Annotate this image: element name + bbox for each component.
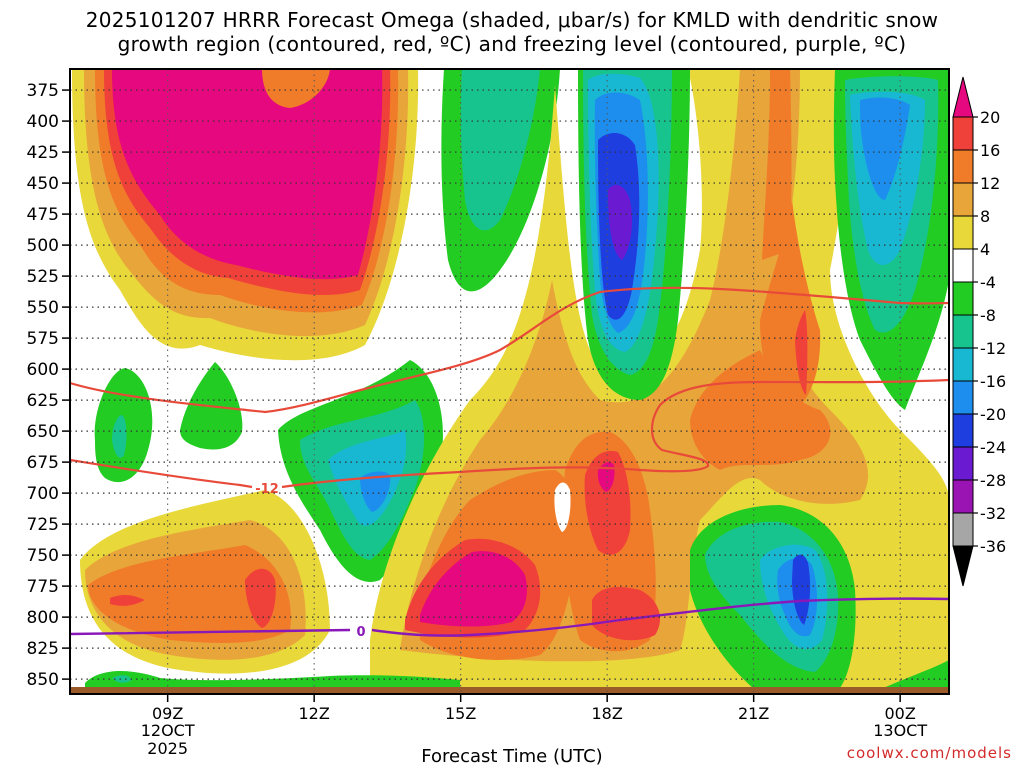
x-tick-date-label: 12OCT bbox=[141, 721, 195, 740]
omega-minimum-center-left bbox=[278, 360, 443, 582]
colorbar-label: 8 bbox=[980, 207, 990, 226]
y-tick-label: 675 bbox=[27, 453, 59, 473]
colorbar-bin bbox=[952, 281, 974, 316]
y-tick-label: 500 bbox=[27, 236, 59, 256]
y-tick-label: 375 bbox=[27, 81, 59, 101]
y-tick-label: 625 bbox=[27, 391, 59, 411]
colorbar-bin bbox=[952, 149, 974, 184]
credit-text: coolwx.com/models bbox=[846, 744, 1012, 762]
omega-minimum-00z-column bbox=[833, 69, 949, 410]
omega-minimum-left-1-core bbox=[112, 415, 127, 458]
colorbar-label: -4 bbox=[980, 273, 996, 292]
x-tick-label: 18Z bbox=[592, 704, 623, 723]
ground-surface bbox=[70, 687, 949, 694]
colorbar-bin bbox=[952, 512, 974, 547]
y-tick-label: 425 bbox=[27, 143, 59, 163]
colorbar-label: -24 bbox=[980, 438, 1006, 457]
pressure-axis: 375 400 425 450 475 500 525 550 575 600 625 650 675 7… bbox=[27, 81, 70, 690]
omega-shaded-field: -12 0 bbox=[70, 69, 949, 694]
x-tick-year-label: 2025 bbox=[147, 739, 188, 758]
y-tick-label: 550 bbox=[27, 298, 59, 318]
chart-title-line-1: 2025101207 HRRR Forecast Omega (shaded, … bbox=[85, 8, 939, 32]
y-tick-label: 400 bbox=[27, 112, 59, 132]
colorbar-label: -36 bbox=[980, 537, 1006, 556]
colorbar-bin bbox=[952, 413, 974, 448]
y-tick-label: 825 bbox=[27, 639, 59, 659]
x-axis-title: Forecast Time (UTC) bbox=[421, 746, 603, 767]
colorbar-label: 12 bbox=[980, 174, 1000, 193]
colorbar-bin bbox=[952, 380, 974, 415]
colorbar-bin bbox=[952, 116, 974, 151]
omega-minimum-18z-column bbox=[578, 69, 690, 400]
colorbar-label: -32 bbox=[980, 504, 1006, 523]
y-tick-label: 525 bbox=[27, 267, 59, 287]
y-tick-label: 450 bbox=[27, 174, 59, 194]
plot-frame bbox=[69, 68, 950, 695]
x-tick-label: 15Z bbox=[445, 704, 476, 723]
dendritic-upper-contour bbox=[70, 286, 949, 414]
colorbar-label: -8 bbox=[980, 306, 996, 325]
freezing-level-contour bbox=[70, 597, 949, 637]
y-tick-label: 650 bbox=[27, 422, 59, 442]
colorbar-bin bbox=[952, 347, 974, 382]
y-tick-label: 600 bbox=[27, 360, 59, 380]
x-tick-label: 09Z bbox=[152, 704, 183, 723]
contour-label-minus-12: -12 bbox=[255, 482, 279, 497]
x-tick-label: 21Z bbox=[738, 704, 769, 723]
contour-label-zero: 0 bbox=[356, 625, 365, 640]
grid-lines bbox=[70, 69, 949, 694]
chart-title-line-2: growth region (contoured, red, ºC) and f… bbox=[117, 32, 907, 56]
x-tick-label: 12Z bbox=[299, 704, 330, 723]
colorbar-label: -28 bbox=[980, 471, 1006, 490]
y-tick-label: 475 bbox=[27, 205, 59, 225]
colorbar-label: 20 bbox=[980, 108, 1000, 127]
omega-minimum-lower-right bbox=[690, 505, 949, 694]
colorbar-bin bbox=[952, 479, 974, 514]
y-tick-label: 750 bbox=[27, 546, 59, 566]
colorbar-label: 4 bbox=[980, 240, 990, 259]
colorbar-upper-cap bbox=[952, 76, 974, 118]
y-tick-label: 700 bbox=[27, 484, 59, 504]
y-tick-label: 775 bbox=[27, 577, 59, 597]
y-tick-label: 575 bbox=[27, 329, 59, 349]
omega-maximum-lower-left bbox=[80, 490, 330, 674]
colorbar-label: -16 bbox=[980, 372, 1006, 391]
y-tick-label: 800 bbox=[27, 608, 59, 628]
y-tick-label: 850 bbox=[27, 670, 59, 690]
omega-maximum-upper-left bbox=[72, 69, 419, 361]
omega-minimum-surface-core bbox=[112, 675, 132, 683]
colorbar-bin bbox=[952, 215, 974, 250]
colorbar-bin bbox=[952, 446, 974, 481]
y-tick-label: 725 bbox=[27, 515, 59, 535]
omega-minimum-upper-center bbox=[441, 69, 560, 292]
colorbar-bin bbox=[952, 182, 974, 217]
colorbar-bin bbox=[952, 248, 974, 283]
colorbar: 20 16 12 8 4 -4 -8 -12 -16 -20 -24 -28 -32 -36 bbox=[952, 76, 1006, 587]
colorbar-lower-cap bbox=[952, 545, 974, 587]
x-tick-date-label: 13OCT bbox=[873, 721, 927, 740]
colorbar-label: -12 bbox=[980, 339, 1006, 358]
colorbar-bin bbox=[952, 314, 974, 349]
colorbar-label: -20 bbox=[980, 405, 1006, 424]
colorbar-label: 16 bbox=[980, 141, 1000, 160]
dendritic-lower-contour bbox=[70, 378, 949, 489]
x-tick-label: 00Z bbox=[885, 704, 916, 723]
